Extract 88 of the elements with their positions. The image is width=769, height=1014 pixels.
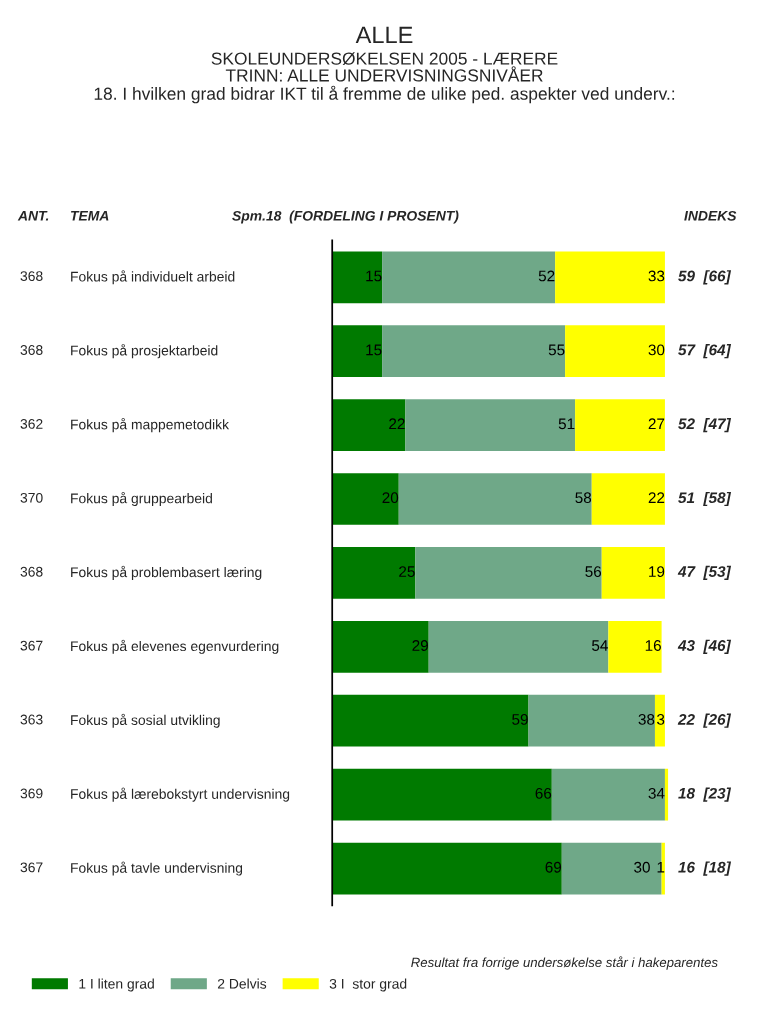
y-tick-label: Fokus på problembasert læring <box>71 565 262 580</box>
text: 367 <box>20 640 43 651</box>
data-label: 30 <box>648 344 665 356</box>
data-label: 15 <box>366 270 382 282</box>
text: 57 [64] <box>678 344 732 359</box>
data-label: 15 <box>366 344 382 356</box>
y-tick-label: Fokus på tavle undervisning <box>71 861 243 876</box>
data-label: 56 <box>585 566 602 578</box>
bar <box>654 694 665 747</box>
bar <box>601 547 665 599</box>
data-label: 34 <box>648 787 665 799</box>
text: 370 <box>20 492 43 503</box>
data-label: 3 <box>657 714 665 725</box>
text: 368 <box>20 271 43 281</box>
text: 16 [18] <box>678 861 732 876</box>
bar <box>415 547 602 599</box>
bar <box>332 473 399 525</box>
text: INDEKS <box>684 210 737 221</box>
bar <box>664 768 669 821</box>
data-label: 54 <box>591 640 608 651</box>
bar <box>332 399 406 451</box>
legend-label: 1 I liten grad <box>79 978 154 992</box>
y-tick-label: Fokus på individuelt arbeid <box>71 270 235 285</box>
text: 43 [46] <box>677 639 732 654</box>
legend-label: 3 I stor grad <box>329 978 407 992</box>
text: TEMA <box>70 211 109 221</box>
legend-label: 2 Delvis <box>217 978 267 989</box>
data-label: 20 <box>382 492 399 504</box>
y-tick-label: Fokus på mappemetodikk <box>71 418 230 433</box>
data-label: 30 <box>634 861 650 873</box>
data-label: 52 <box>538 270 555 282</box>
bar <box>332 251 383 304</box>
data-label: 66 <box>535 787 552 799</box>
data-label: 55 <box>548 344 565 356</box>
bar <box>332 620 429 673</box>
data-label: 22 <box>389 418 405 430</box>
data-label: 19 <box>649 566 665 578</box>
text: 367 <box>20 862 43 873</box>
bar <box>382 251 556 304</box>
y-tick-label: Fokus på lærebokstyrt undervisning <box>71 787 290 802</box>
text: 368 <box>20 345 43 355</box>
bar <box>555 251 665 304</box>
text: 368 <box>20 566 43 577</box>
bar <box>332 325 383 378</box>
bar <box>332 842 562 895</box>
text: 369 <box>20 788 43 799</box>
bar <box>565 325 665 378</box>
text: 47 [53] <box>677 565 732 581</box>
bar <box>332 694 529 747</box>
data-label: 29 <box>412 640 428 651</box>
text: 51 [58] <box>678 491 732 507</box>
x-axis-title: Spm.18 (FORDELING I PROSENT) <box>232 210 459 224</box>
y-tick-label: Fokus på prosjektarbeid <box>71 344 218 359</box>
text: 59 [66] <box>678 270 732 285</box>
data-label: 16 <box>645 640 661 651</box>
text: 52 [47] <box>678 417 732 433</box>
text: ANT. <box>17 211 49 221</box>
data-label: 69 <box>545 861 562 873</box>
text: Resultat fra forrige undersøkelse står i hakeparentes <box>411 956 718 970</box>
text: 363 <box>20 714 43 725</box>
data-label: 58 <box>575 492 592 504</box>
data-label: 51 <box>558 418 575 430</box>
bar <box>575 399 665 451</box>
chart-title: ALLE <box>355 26 413 44</box>
data-label: 33 <box>648 270 665 282</box>
text: 362 <box>20 418 43 429</box>
y-tick-label: Fokus på sosial utvikling <box>71 713 220 728</box>
bar <box>561 842 662 895</box>
data-label: 25 <box>399 566 415 578</box>
chart-subtitle: SKOLEUNDERSØKELSEN 2005 - LÆRERE TRINN: ALLE UNDERVISNINGSNIVÅER 18. I hvilken grad bidrar IKT til å fremme de ulike ped. aspekter ved underv.: <box>94 52 675 104</box>
bar <box>332 768 552 821</box>
y-tick-label: Fokus på elevenes egenvurdering <box>71 639 279 654</box>
bar <box>608 620 662 673</box>
text: 22 [26] <box>677 713 732 728</box>
bar <box>398 473 592 525</box>
data-label: 59 <box>512 714 528 725</box>
data-label: 22 <box>648 492 665 503</box>
text: 18 [23] <box>678 787 732 802</box>
data-label: 27 <box>648 418 665 430</box>
bar <box>591 473 665 525</box>
bar <box>382 325 566 378</box>
y-tick-label: Fokus på gruppearbeid <box>71 491 212 507</box>
bar <box>428 620 609 673</box>
bar <box>405 399 576 451</box>
bar <box>528 694 655 747</box>
data-label: 38 <box>638 714 655 725</box>
bar <box>551 768 665 821</box>
bar <box>332 547 416 599</box>
